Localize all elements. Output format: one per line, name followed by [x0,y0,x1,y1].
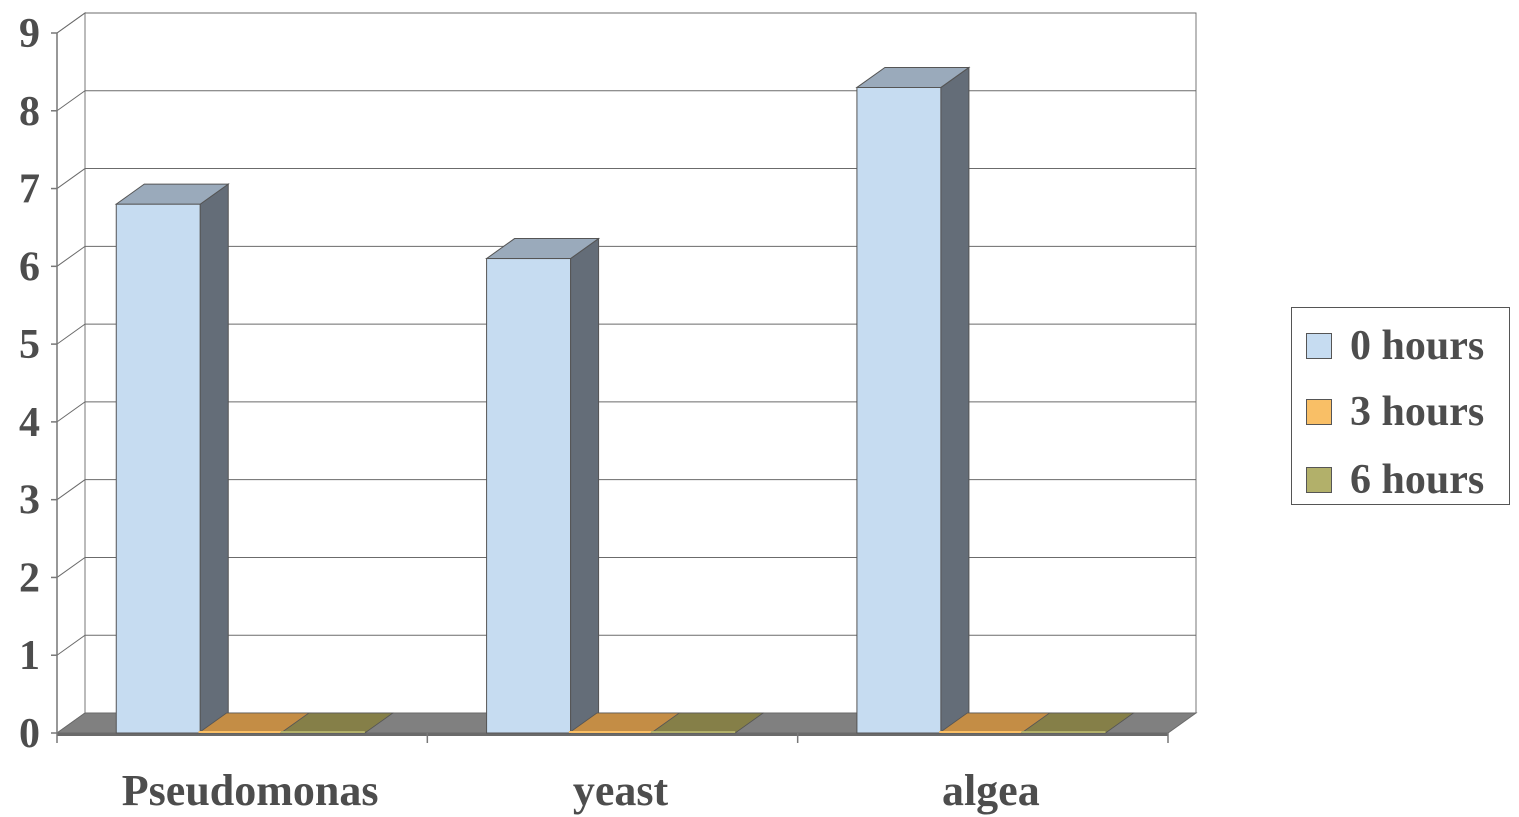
bars [114,66,1135,734]
legend-item-3-hours: 3 hours [1306,389,1484,435]
bar-top [114,183,230,205]
bar [855,66,971,734]
y-tick-label: 2 [19,555,40,601]
legend-swatch-0-hours [1306,333,1332,359]
bar-front [198,731,283,733]
y-tick-label: 1 [19,633,40,679]
y-tick-label: 7 [19,167,40,213]
bar-side [940,66,970,734]
legend-label-0-hours: 0 hours [1350,323,1485,369]
y-tick-label: 8 [19,89,40,135]
bar [649,712,765,734]
bar [485,237,601,734]
legend-label-6-hours: 6 hours [1350,457,1485,503]
gridlines [56,12,1196,656]
bar [1020,712,1135,734]
gridline [56,12,1196,34]
gridline [56,634,1196,656]
x-tick-label: algea [942,766,1040,815]
bar-side [199,183,229,734]
bar-top [485,238,601,260]
y-tick-label: 0 [19,711,40,757]
legend-swatch-3-hours [1306,399,1332,425]
y-tick-label: 9 [19,11,40,57]
y-axis: 0 1 2 3 4 5 6 7 8 9 [19,11,58,757]
bar-front [486,258,572,734]
x-axis: Pseudomonas yeast algea [56,733,1169,815]
gridline [56,401,1196,423]
bar-front [856,86,942,734]
gridline [56,90,1196,112]
gridline [56,323,1196,345]
bar-front [568,731,653,733]
floor-edge [57,733,1168,736]
gridline [56,168,1196,189]
legend-swatch-6-hours [1306,467,1332,493]
back-wall [84,12,1197,714]
gridline [56,556,1196,578]
bar-front [1021,731,1106,733]
bar-side [570,237,600,734]
legend: 0 hours 3 hours 6 hours [1291,307,1510,505]
legend-item-6-hours: 6 hours [1306,457,1484,503]
bar-front [280,731,365,733]
x-tick-label: Pseudomonas [122,766,379,815]
bar-front [651,731,736,733]
x-tick-label: yeast [573,766,669,815]
side-wall [56,12,86,734]
legend-label-3-hours: 3 hours [1350,389,1485,435]
y-tick-label: 4 [19,400,40,446]
bar [279,712,395,734]
bar-front [115,203,201,734]
gridline [56,479,1196,501]
bar [114,183,230,734]
bar-front [939,731,1024,733]
y-tick-label: 3 [19,478,40,524]
bar-top [855,66,971,88]
y-tick-label: 6 [19,244,40,290]
legend-item-0-hours: 0 hours [1306,323,1484,369]
gridline [56,245,1196,267]
y-tick-label: 5 [19,322,40,368]
